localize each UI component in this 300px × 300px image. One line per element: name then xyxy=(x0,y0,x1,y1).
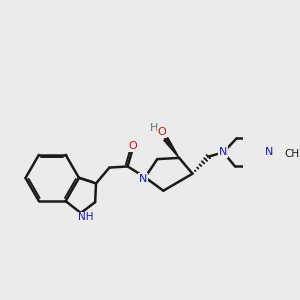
Text: N: N xyxy=(139,174,147,184)
Text: N: N xyxy=(219,147,228,157)
Text: N: N xyxy=(265,147,273,157)
Text: NH: NH xyxy=(78,212,94,222)
Text: O: O xyxy=(158,127,166,136)
Polygon shape xyxy=(164,137,179,158)
Text: H: H xyxy=(150,124,158,134)
Text: O: O xyxy=(128,141,137,151)
Text: CH₃: CH₃ xyxy=(284,149,300,159)
